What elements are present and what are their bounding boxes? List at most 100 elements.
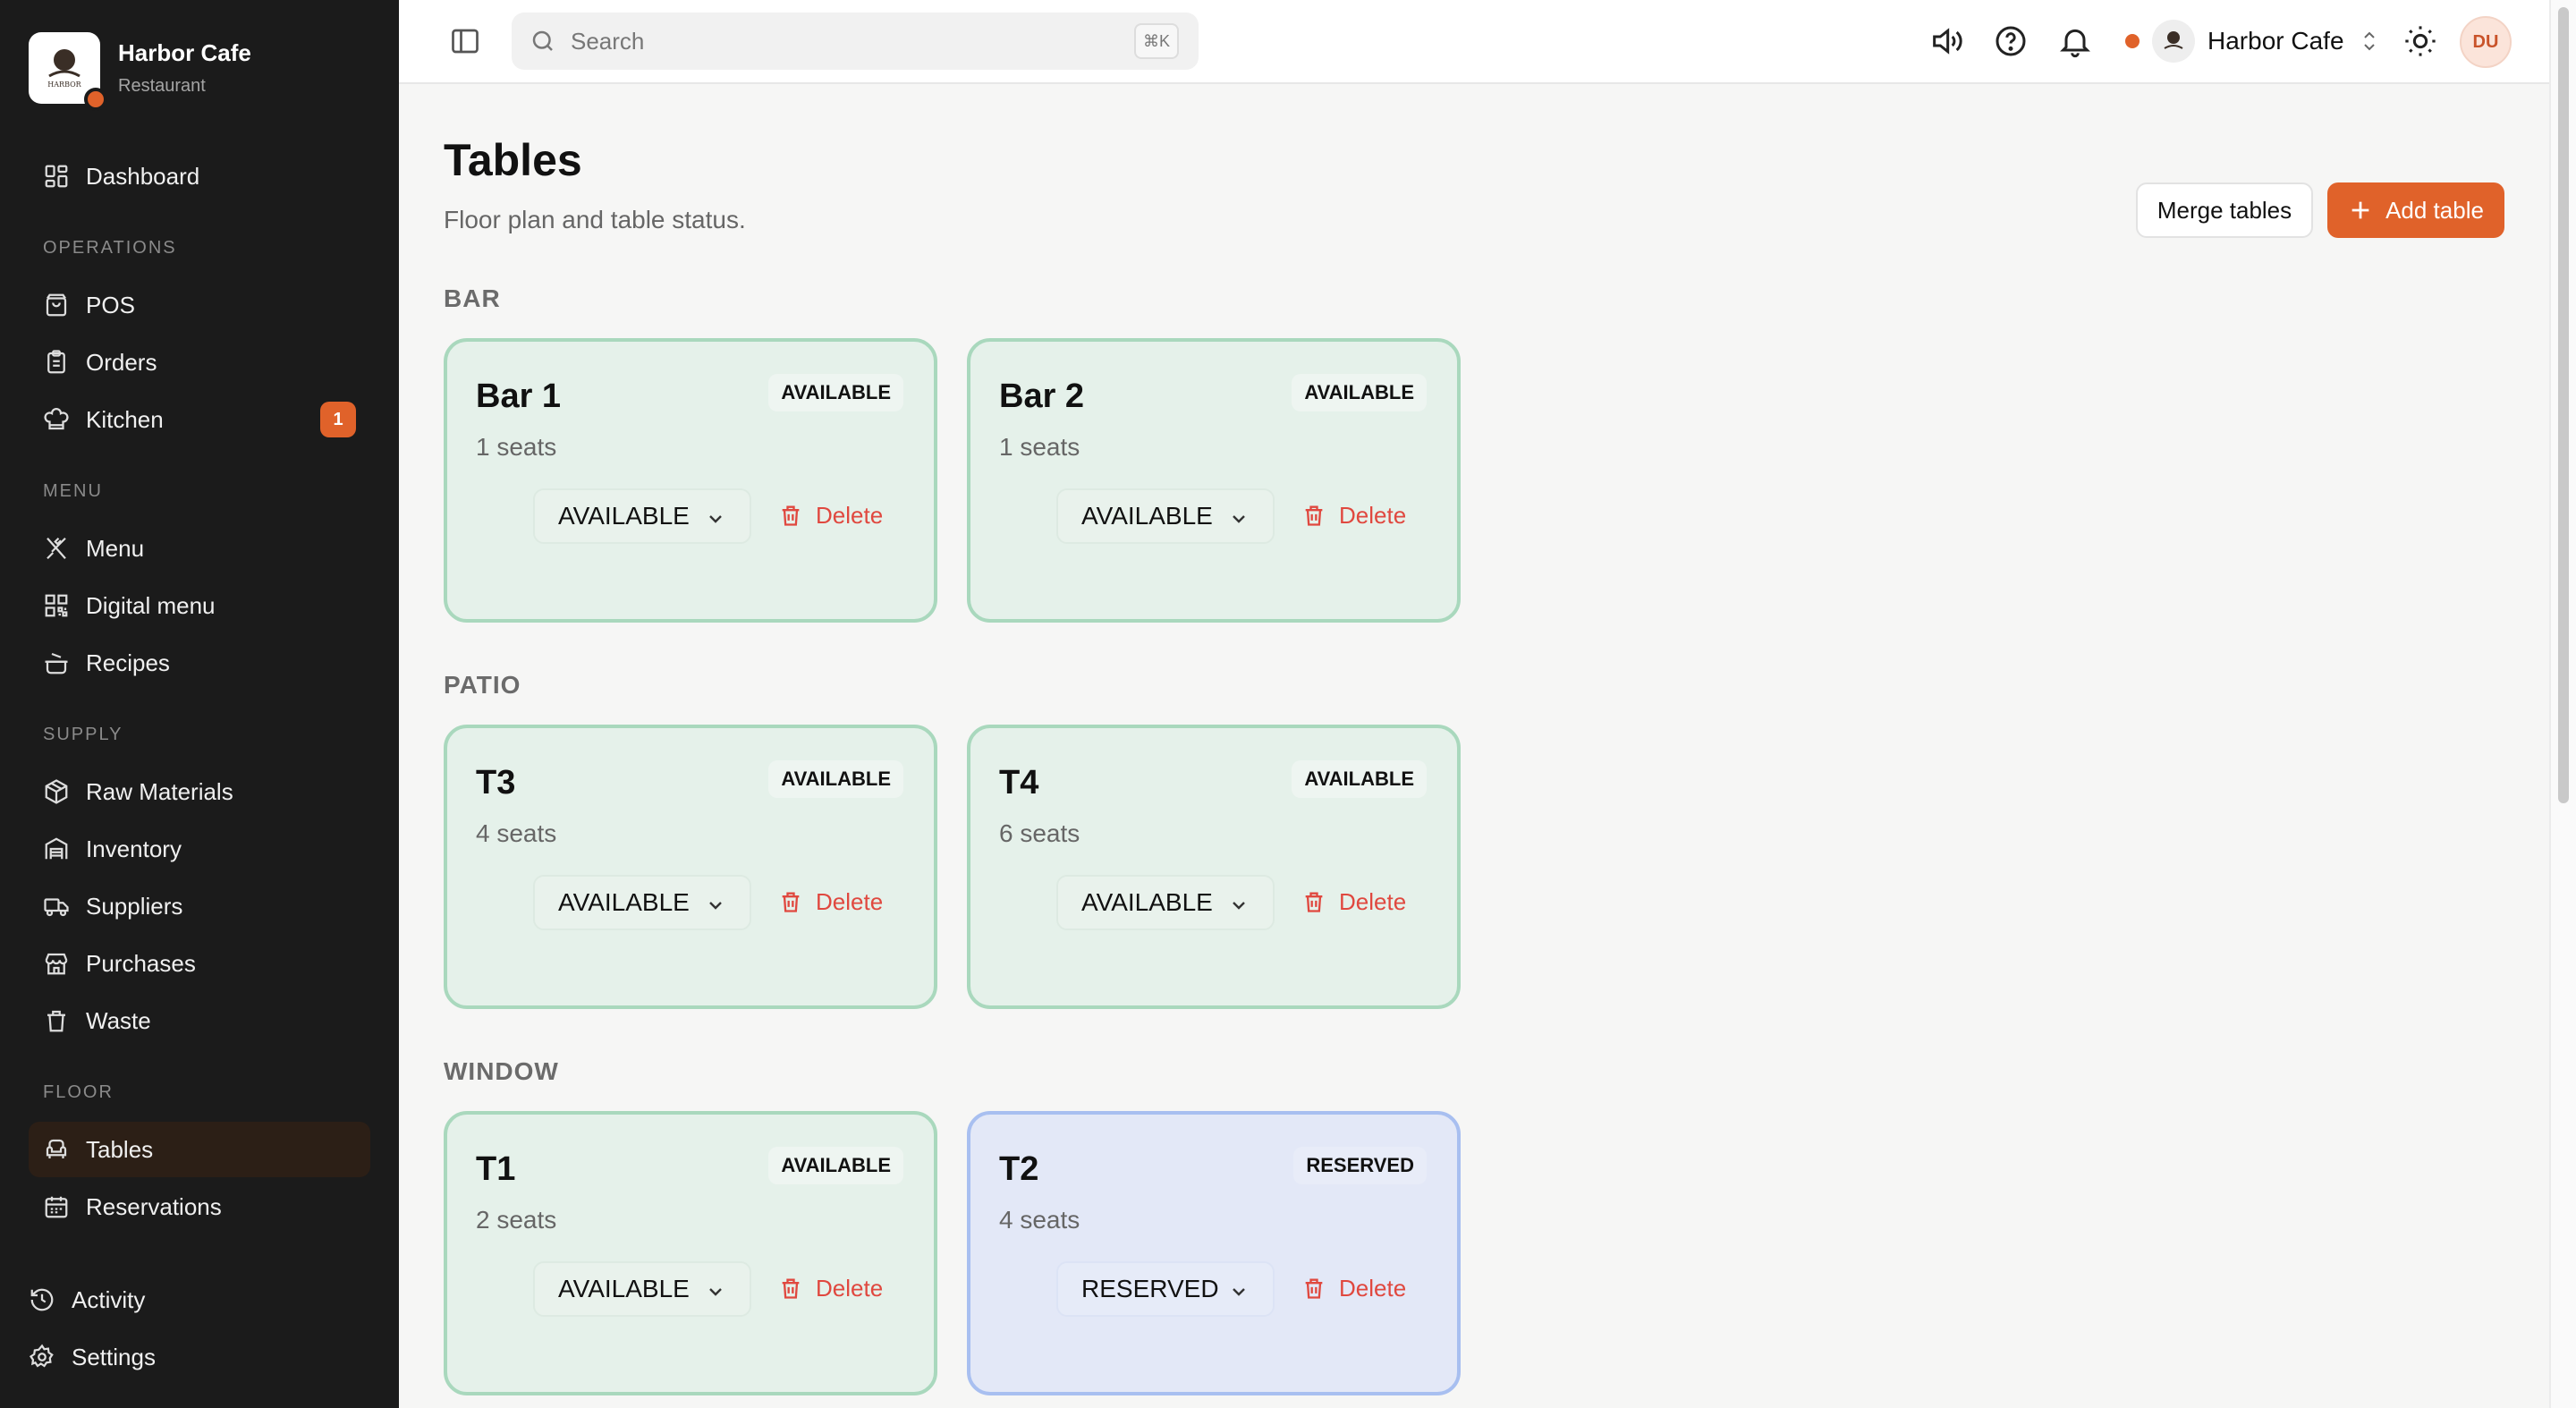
- table-card-t4[interactable]: T4 6 seats AVAILABLE AVAILABLE Delete: [967, 725, 1461, 1009]
- status-select-value: AVAILABLE: [1081, 888, 1213, 916]
- table-name: T1: [476, 1150, 516, 1188]
- sidebar-item-suppliers[interactable]: Suppliers: [29, 878, 370, 934]
- volume-icon[interactable]: [1928, 23, 1964, 59]
- help-circle-icon[interactable]: [1993, 23, 2029, 59]
- sidebar: HARBOR Harbor Cafe Restaurant Dashboard …: [0, 0, 399, 1408]
- chevrons-up-down-icon: [2363, 31, 2375, 51]
- status-select[interactable]: RESERVED: [1056, 1261, 1275, 1317]
- table-card-t1[interactable]: T1 2 seats AVAILABLE AVAILABLE Delete: [444, 1111, 937, 1395]
- sidebar-item-tables[interactable]: Tables: [29, 1122, 370, 1177]
- section-label-supply: SUPPLY: [43, 725, 123, 744]
- delete-button[interactable]: Delete: [1301, 884, 1406, 920]
- chevron-down-icon: [1233, 1288, 1245, 1296]
- sidebar-item-recipes[interactable]: Recipes: [29, 635, 370, 691]
- status-select[interactable]: AVAILABLE: [1056, 488, 1275, 544]
- delete-button[interactable]: Delete: [778, 884, 883, 920]
- chef-hat-icon: [44, 408, 69, 430]
- brand[interactable]: HARBOR Harbor Cafe Restaurant: [29, 32, 251, 111]
- sidebar-item-pos[interactable]: POS: [29, 277, 370, 333]
- sidebar-item-purchases[interactable]: Purchases: [29, 936, 370, 991]
- delete-label: Delete: [816, 887, 884, 915]
- brand-subtitle: Restaurant: [118, 76, 206, 96]
- sidebar-item-label: Inventory: [86, 835, 182, 862]
- sidebar-item-orders[interactable]: Orders: [29, 335, 370, 390]
- table-name: T4: [999, 764, 1039, 802]
- sidebar-item-inventory[interactable]: Inventory: [29, 821, 370, 877]
- delete-label: Delete: [1339, 887, 1407, 915]
- sidebar-item-waste[interactable]: Waste: [29, 993, 370, 1048]
- status-select[interactable]: AVAILABLE: [1056, 875, 1275, 930]
- merge-tables-button[interactable]: Merge tables: [2136, 182, 2313, 238]
- sidebar-item-reservations[interactable]: Reservations: [29, 1179, 370, 1234]
- table-card-bar-1[interactable]: Bar 1 1 seats AVAILABLE AVAILABLE Delete: [444, 338, 937, 623]
- sidebar-item-menu[interactable]: Menu: [29, 521, 370, 576]
- utensils-icon: [47, 537, 66, 560]
- table-name: T2: [999, 1150, 1039, 1188]
- sidebar-item-label: Kitchen: [86, 405, 164, 433]
- delete-button[interactable]: Delete: [778, 497, 883, 533]
- sidebar-item-dashboard[interactable]: Dashboard: [29, 148, 370, 204]
- kitchen-count-badge: 1: [320, 402, 356, 437]
- sidebar-item-label: Dashboard: [86, 162, 200, 190]
- delete-button[interactable]: Delete: [1301, 497, 1406, 533]
- status-badge: AVAILABLE: [768, 760, 903, 798]
- delete-button[interactable]: Delete: [778, 1270, 883, 1306]
- status-badge: AVAILABLE: [1292, 374, 1427, 411]
- truck-icon: [44, 898, 69, 917]
- page-scrollbar[interactable]: [2549, 0, 2576, 1408]
- status-badge: AVAILABLE: [1292, 760, 1427, 798]
- delete-label: Delete: [1339, 501, 1407, 529]
- search-bar[interactable]: ⌘K: [512, 13, 1199, 70]
- sidebar-item-kitchen[interactable]: Kitchen 1: [29, 392, 370, 447]
- sidebar-item-label: Recipes: [86, 649, 170, 676]
- status-select[interactable]: AVAILABLE: [533, 488, 751, 544]
- sidebar-item-label: Digital menu: [86, 591, 216, 619]
- qr-code-icon: [45, 594, 68, 617]
- group-label-window: WINDOW: [444, 1057, 559, 1085]
- status-select[interactable]: AVAILABLE: [533, 875, 751, 930]
- sidebar-item-label: Settings: [72, 1343, 156, 1370]
- cafe-logo-icon: [2152, 20, 2195, 63]
- table-name: T3: [476, 764, 516, 802]
- user-avatar[interactable]: DU: [2460, 16, 2512, 68]
- status-select-value: AVAILABLE: [558, 1275, 690, 1302]
- section-label-menu: MENU: [43, 481, 103, 501]
- group-label-bar: BAR: [444, 284, 501, 312]
- sidebar-item-digital-menu[interactable]: Digital menu: [29, 578, 370, 633]
- trash-icon: [1305, 505, 1323, 526]
- page-title: Tables: [444, 135, 582, 185]
- sidebar-item-label: Orders: [86, 348, 157, 376]
- status-select-value: RESERVED: [1081, 1275, 1219, 1302]
- scrollbar-thumb[interactable]: [2558, 7, 2569, 803]
- sidebar-toggle-icon[interactable]: [449, 25, 481, 57]
- status-badge: AVAILABLE: [768, 374, 903, 411]
- sidebar-item-settings[interactable]: Settings: [29, 1329, 370, 1385]
- brand-logo: HARBOR: [29, 32, 107, 111]
- table-card-t3[interactable]: T3 4 seats AVAILABLE AVAILABLE Delete: [444, 725, 937, 1009]
- sidebar-item-label: Reservations: [86, 1192, 222, 1220]
- sidebar-item-label: Purchases: [86, 949, 196, 977]
- bell-icon[interactable]: [2057, 23, 2093, 59]
- table-name: Bar 1: [476, 377, 562, 415]
- table-name: Bar 2: [999, 377, 1085, 415]
- section-label-floor: FLOOR: [43, 1082, 114, 1102]
- add-table-button[interactable]: Add table: [2327, 182, 2504, 238]
- delete-button[interactable]: Delete: [1301, 1270, 1406, 1306]
- chevron-down-icon: [709, 515, 722, 523]
- sun-icon[interactable]: [2402, 23, 2438, 59]
- store-icon: [45, 953, 68, 975]
- trash-icon: [782, 1278, 800, 1299]
- table-seats: 4 seats: [476, 819, 557, 847]
- search-icon: [532, 30, 553, 51]
- status-select[interactable]: AVAILABLE: [533, 1261, 751, 1317]
- search-input[interactable]: [571, 27, 1107, 55]
- table-seats: 2 seats: [476, 1206, 557, 1234]
- online-status-dot: [84, 88, 107, 111]
- sidebar-item-raw-materials[interactable]: Raw Materials: [29, 764, 370, 819]
- status-select-value: AVAILABLE: [558, 888, 690, 916]
- sidebar-item-activity[interactable]: Activity: [29, 1272, 370, 1327]
- table-card-bar-2[interactable]: Bar 2 1 seats AVAILABLE AVAILABLE Delete: [967, 338, 1461, 623]
- cafe-switcher[interactable]: Harbor Cafe: [2125, 16, 2380, 66]
- chevron-down-icon: [1233, 515, 1245, 523]
- table-card-t2[interactable]: T2 4 seats RESERVED RESERVED Delete: [967, 1111, 1461, 1395]
